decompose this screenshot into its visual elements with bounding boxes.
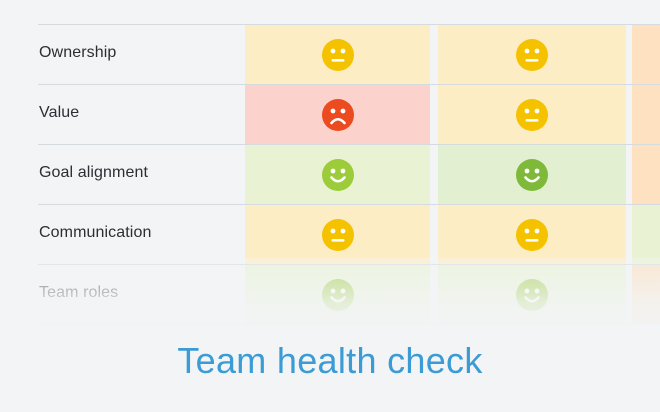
happy-face-icon [515,158,549,192]
row-ownership: Ownership [0,24,660,84]
row-label: Team roles [39,284,119,301]
vote-cell[interactable] [245,25,430,84]
vote-cell[interactable] [632,265,660,324]
vote-cell[interactable] [438,145,626,204]
happy-face-icon [321,278,355,312]
health-check-board: Ownership Value Goal alignment [0,24,660,384]
vote-cell[interactable] [632,85,660,144]
row-value: Value [0,84,660,144]
vote-cell[interactable] [438,265,626,324]
row-label: Ownership [39,44,117,61]
vote-cell[interactable] [632,145,660,204]
row-label: Communication [39,224,152,241]
vote-cell[interactable] [245,265,430,324]
row-communication: Communication [0,204,660,264]
row-team-roles: Team roles [0,264,660,324]
vote-cell[interactable] [438,85,626,144]
vote-cell[interactable] [245,205,430,264]
happy-face-icon [515,278,549,312]
row-label: Value [39,104,80,121]
row-label: Goal alignment [39,164,149,181]
neutral-face-icon [515,98,549,132]
neutral-face-icon [321,38,355,72]
vote-cell[interactable] [245,85,430,144]
vote-cell[interactable] [438,205,626,264]
vote-cell[interactable] [438,25,626,84]
neutral-face-icon [515,218,549,252]
vote-cell[interactable] [245,145,430,204]
vote-cell[interactable] [632,25,660,84]
sad-face-icon [321,98,355,132]
neutral-face-icon [515,38,549,72]
happy-face-icon [321,158,355,192]
neutral-face-icon [321,218,355,252]
vote-cell[interactable] [632,205,660,264]
page-title: Team health check [177,340,483,381]
row-goal-alignment: Goal alignment [0,144,660,204]
